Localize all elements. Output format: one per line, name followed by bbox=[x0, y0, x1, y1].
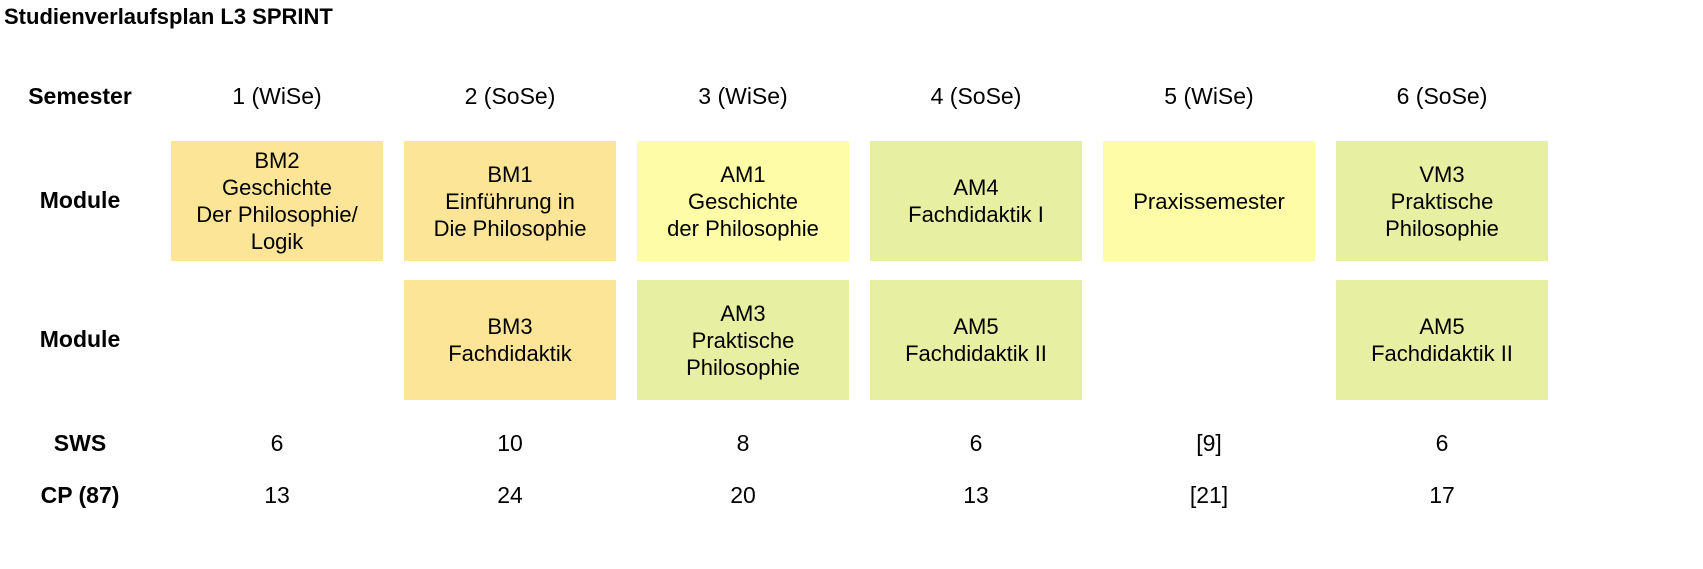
module-text-line: AM3 bbox=[720, 300, 766, 326]
module-text-line: Geschichte bbox=[687, 188, 799, 214]
cp-value: 24 bbox=[497, 482, 523, 508]
row-label-sws: SWS bbox=[53, 430, 107, 456]
semester-header-5: 5 (WiSe) bbox=[1164, 83, 1254, 109]
module-text-line: AM5 bbox=[953, 314, 999, 339]
module-text-line: Fachdidaktik II bbox=[905, 341, 1047, 366]
module-cell-text: BM3 Fachdidaktik bbox=[448, 313, 572, 367]
module-cell: AM5 Fachdidaktik II bbox=[1336, 280, 1548, 400]
module-text-line: Geschichte bbox=[221, 175, 333, 200]
module-text-line: Logik bbox=[250, 229, 304, 254]
module-text-line: Fachdidaktik II bbox=[1371, 341, 1513, 366]
cp-value: [21] bbox=[1189, 482, 1229, 508]
module-text-line: Fachdidaktik I bbox=[908, 202, 1044, 227]
module-text-line: AM1 bbox=[720, 161, 766, 187]
module-cell-text: AM5 Fachdidaktik II bbox=[905, 313, 1047, 367]
module-cell-text: Praxissemester bbox=[1133, 188, 1285, 215]
module-cell-text: AM4 Fachdidaktik I bbox=[908, 174, 1044, 228]
module-cell-text: VM3 Praktische Philosophie bbox=[1385, 161, 1499, 242]
module-cell: AM3 Praktische Philosophie bbox=[637, 280, 849, 400]
module-text-line: Einführung in bbox=[445, 188, 575, 214]
module-cell-text: AM1 Geschichte der Philosophie bbox=[667, 161, 819, 242]
module-cell: AM5 Fachdidaktik II bbox=[870, 280, 1082, 400]
sws-value: 6 bbox=[270, 430, 284, 456]
cp-value: 17 bbox=[1429, 482, 1455, 508]
module-text-line: AM4 bbox=[953, 175, 999, 200]
module-cell: BM3 Fachdidaktik bbox=[404, 280, 616, 400]
module-text-line: BM2 bbox=[254, 148, 300, 173]
row-label-module-1: Module bbox=[39, 187, 121, 213]
module-text-line: VM3 bbox=[1419, 161, 1465, 187]
module-cell-text: AM3 Praktische Philosophie bbox=[686, 300, 800, 381]
module-text-line: Praktische bbox=[1390, 188, 1494, 214]
semester-header-4: 4 (SoSe) bbox=[930, 83, 1022, 109]
module-cell: BM1 Einführung in Die Philosophie bbox=[404, 141, 616, 261]
module-text-line: Die Philosophie bbox=[433, 215, 587, 241]
module-cell-text: BM1 Einführung in Die Philosophie bbox=[434, 161, 587, 242]
sws-value: 8 bbox=[736, 430, 750, 456]
module-cell: Praxissemester bbox=[1103, 141, 1315, 261]
module-cell-text: BM2 Geschichte Der Philosophie/Logik bbox=[196, 147, 357, 255]
sws-value: 6 bbox=[969, 430, 983, 456]
module-text-line: Fachdidaktik bbox=[448, 341, 572, 366]
cp-value: 13 bbox=[264, 482, 290, 508]
module-cell: AM1 Geschichte der Philosophie bbox=[637, 141, 849, 261]
module-cell: VM3 Praktische Philosophie bbox=[1336, 141, 1548, 261]
semester-header-2: 2 (SoSe) bbox=[464, 83, 556, 109]
module-text-line: AM5 bbox=[1419, 314, 1465, 339]
module-text-line: BM1 bbox=[487, 161, 533, 187]
semester-header-1: 1 (WiSe) bbox=[232, 83, 322, 109]
module-cell: AM4 Fachdidaktik I bbox=[870, 141, 1082, 261]
module-text-line: Philosophie bbox=[686, 354, 800, 380]
cp-value: 20 bbox=[730, 482, 756, 508]
module-text-line: Praktische bbox=[691, 327, 795, 353]
row-label-cp: CP (87) bbox=[40, 482, 120, 508]
cp-value: 13 bbox=[963, 482, 989, 508]
semester-header-3: 3 (WiSe) bbox=[698, 83, 788, 109]
module-cell-text: AM5 Fachdidaktik II bbox=[1371, 313, 1513, 367]
sws-value: 10 bbox=[497, 430, 523, 456]
semester-header-6: 6 (SoSe) bbox=[1396, 83, 1488, 109]
module-cell: BM2 Geschichte Der Philosophie/Logik bbox=[171, 141, 383, 261]
module-text-line: Der Philosophie/ bbox=[196, 202, 358, 227]
row-label-module-2: Module bbox=[39, 326, 121, 352]
sws-value: 6 bbox=[1435, 430, 1449, 456]
module-text-line: der Philosophie bbox=[667, 215, 819, 241]
sws-value: [9] bbox=[1196, 430, 1222, 456]
page-title: Studienverlaufsplan L3 SPRINT bbox=[4, 4, 333, 29]
module-text-line: Praxissemester bbox=[1133, 188, 1285, 214]
module-text-line: BM3 bbox=[487, 314, 533, 339]
row-label-semester: Semester bbox=[28, 83, 132, 109]
module-text-line: Philosophie bbox=[1385, 215, 1499, 241]
